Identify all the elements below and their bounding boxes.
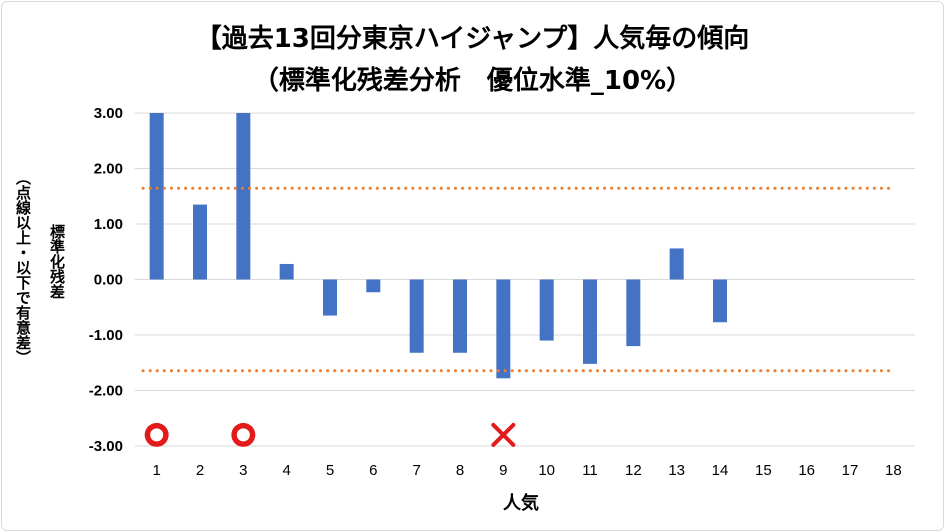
circle-marker-inner-1 (150, 428, 164, 442)
x-tick-label: 3 (239, 462, 247, 479)
x-tick-label: 18 (885, 462, 902, 479)
bar-5 (323, 279, 337, 316)
x-tick-label: 5 (326, 462, 334, 479)
x-tick-label: 2 (196, 462, 204, 479)
x-tick-label: 12 (625, 462, 642, 479)
y-tick-label: 3.00 (94, 105, 123, 122)
bar-10 (539, 279, 554, 341)
y-tick-label: -2.00 (89, 383, 123, 400)
circle-marker-inner-3 (236, 428, 250, 442)
bar-1 (149, 113, 164, 280)
bar-12 (626, 279, 641, 347)
bar-11 (583, 279, 597, 364)
y-axis-label: 標準化残差 (48, 224, 66, 299)
x-tick-label: 1 (152, 462, 160, 479)
x-tick-label: 13 (668, 462, 685, 479)
x-tick-label: 14 (712, 462, 729, 479)
bar-2 (193, 204, 207, 280)
x-axis-label: 人気 (503, 492, 539, 514)
bar-6 (366, 279, 381, 293)
y-tick-label: 0.00 (94, 272, 123, 289)
x-tick-label: 15 (755, 462, 772, 479)
y-tick-label: -3.00 (89, 438, 123, 455)
cross-stroke (491, 422, 516, 447)
x-tick-label: 11 (582, 462, 598, 479)
y-tick-label: -1.00 (89, 327, 123, 344)
bar-3 (236, 113, 251, 280)
bar-7 (409, 279, 424, 353)
y-tick-label: 1.00 (94, 216, 123, 233)
x-tick-label: 4 (282, 462, 290, 479)
bar-14 (713, 279, 727, 323)
chart-title: 【過去13回分東京ハイジャンプ】人気毎の傾向 (195, 24, 750, 54)
bar-9 (496, 279, 511, 379)
x-tick-label: 10 (538, 462, 555, 479)
y-tick-label: 2.00 (94, 161, 123, 178)
x-tick-label: 8 (456, 462, 464, 479)
chart-subtitle: （標準化残差分析 優位水準_10%） (252, 66, 693, 96)
bar-13 (669, 248, 684, 280)
x-tick-label: 17 (842, 462, 859, 479)
cross-marker-9 (491, 422, 516, 447)
x-tick-label: 7 (412, 462, 420, 479)
bar-8 (453, 279, 467, 353)
x-tick-label: 9 (499, 462, 507, 479)
y-axis-label-note: （点線以上・以下で有意差） (14, 170, 32, 365)
x-tick-label: 16 (798, 462, 815, 479)
x-tick-label: 6 (369, 462, 377, 479)
y-axis-label-group: 標準化残差 （点線以上・以下で有意差） (4, 170, 74, 470)
bar-4 (279, 263, 294, 280)
